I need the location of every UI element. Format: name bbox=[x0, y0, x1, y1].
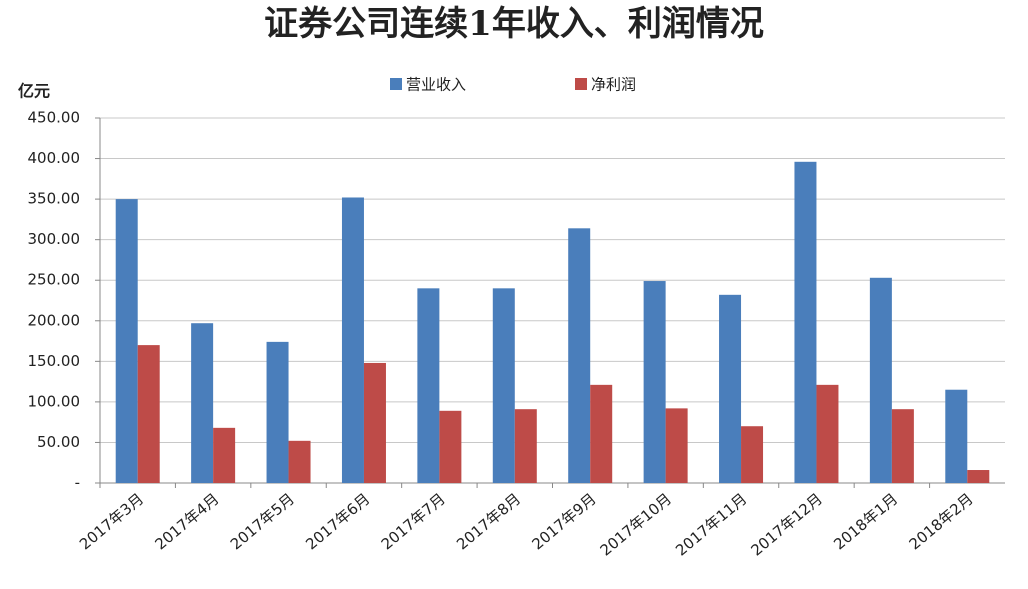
bar bbox=[590, 384, 613, 483]
x-tick-label: 2017年5月 bbox=[227, 490, 298, 554]
y-tick-label: 100.00 bbox=[28, 392, 81, 410]
x-tick-label: 2017年8月 bbox=[453, 490, 524, 554]
x-tick-label: 2017年9月 bbox=[529, 490, 600, 554]
x-tick-label: 2017年12月 bbox=[748, 490, 826, 560]
bar bbox=[945, 389, 968, 483]
bar bbox=[191, 323, 214, 483]
y-axis-unit: 亿元 bbox=[18, 82, 50, 101]
bar bbox=[741, 426, 764, 483]
bar bbox=[288, 440, 311, 483]
bar bbox=[363, 362, 386, 483]
x-tick-label: 2018年1月 bbox=[830, 490, 901, 554]
x-tick-label: 2017年3月 bbox=[76, 490, 147, 554]
chart-title: 证券公司连续1年收入、利润情况 bbox=[264, 4, 764, 44]
bar bbox=[341, 197, 364, 483]
bar bbox=[665, 408, 688, 483]
x-tick-label: 2017年6月 bbox=[302, 490, 373, 554]
x-tick-label: 2017年4月 bbox=[151, 490, 222, 554]
bar bbox=[816, 384, 839, 483]
x-tick-label: 2017年7月 bbox=[378, 490, 449, 554]
y-tick-label: 400.00 bbox=[28, 149, 81, 167]
legend-swatch bbox=[390, 78, 402, 90]
bar bbox=[568, 228, 591, 483]
x-tick-label: 2017年11月 bbox=[672, 490, 750, 560]
y-tick-label: 50.00 bbox=[37, 433, 80, 451]
bar bbox=[869, 277, 892, 483]
bar bbox=[891, 409, 914, 483]
legend-label: 营业收入 bbox=[406, 76, 466, 94]
bar bbox=[266, 341, 289, 483]
y-tick-label: 150.00 bbox=[28, 352, 81, 370]
y-tick-label: 300.00 bbox=[28, 230, 81, 248]
bar bbox=[439, 410, 462, 483]
y-tick-label: 350.00 bbox=[28, 190, 81, 208]
x-tick-label: 2018年2月 bbox=[906, 490, 977, 554]
y-tick-label: 200.00 bbox=[28, 311, 81, 329]
bar bbox=[492, 288, 515, 483]
bar bbox=[115, 199, 138, 483]
legend-label: 净利润 bbox=[591, 76, 636, 94]
y-tick-label: 250.00 bbox=[28, 271, 81, 289]
y-tick-label: 450.00 bbox=[28, 109, 81, 127]
bar bbox=[794, 161, 817, 484]
bar bbox=[967, 470, 990, 483]
y-tick-label: - bbox=[75, 474, 80, 492]
bar bbox=[643, 281, 666, 483]
x-tick-label: 2017年10月 bbox=[597, 490, 675, 560]
bar bbox=[514, 409, 537, 483]
legend-swatch bbox=[575, 78, 587, 90]
bar bbox=[213, 427, 236, 483]
bar bbox=[137, 345, 160, 483]
bar bbox=[719, 294, 742, 483]
bar bbox=[417, 288, 440, 483]
